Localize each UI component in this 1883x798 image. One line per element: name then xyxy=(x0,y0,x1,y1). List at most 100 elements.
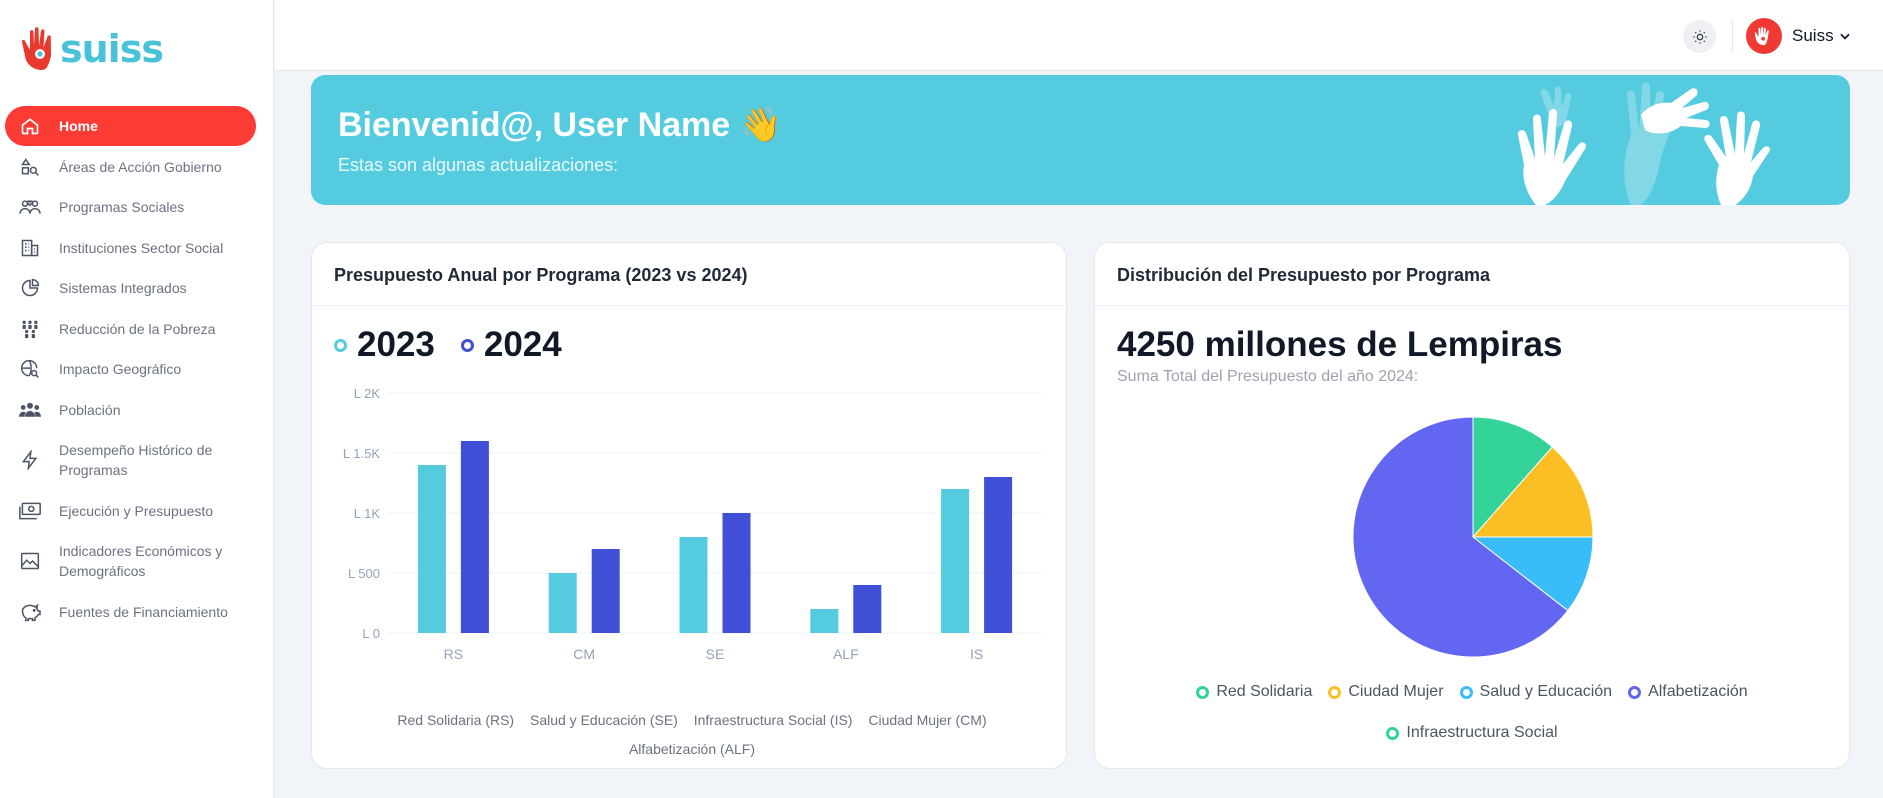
pie-legend-item[interactable]: Alfabetización xyxy=(1628,683,1748,701)
footer-label: Ciudad Mujer (CM) xyxy=(868,712,987,728)
bar-2023-CM xyxy=(548,573,577,633)
theme-toggle-button[interactable] xyxy=(1683,20,1716,53)
legend-label: Infraestructura Social xyxy=(1406,724,1558,741)
legend-dot-2023 xyxy=(334,338,347,352)
globe-search-icon xyxy=(19,358,41,380)
y-tick-label: L 500 xyxy=(348,566,380,581)
user-menu[interactable]: Suiss xyxy=(1746,18,1852,54)
bar-2024-IS xyxy=(984,477,1013,633)
pie-chart-icon xyxy=(19,277,41,299)
legend-label-2023[interactable]: 2023 xyxy=(357,325,435,364)
legend-ring xyxy=(1459,685,1473,699)
sidebar-item-label: Desempeño Histórico de Programas xyxy=(59,442,213,478)
banner-subtitle: Estas son algunas actualizaciones: xyxy=(338,155,619,175)
brand-logo[interactable]: suiss xyxy=(20,26,164,72)
pie-legend: Red Solidaria Ciudad Mujer Salud y Educa… xyxy=(1095,683,1849,701)
sidebar-item-label: Sistemas Integrados xyxy=(59,280,187,296)
bar-2023-ALF xyxy=(810,609,839,633)
sidebar-item-poblacion[interactable]: Población xyxy=(5,390,256,430)
piggy-bank-icon xyxy=(19,601,41,623)
shapes-search-icon xyxy=(19,156,41,178)
y-tick-label: L 0 xyxy=(362,626,380,641)
building-icon xyxy=(19,237,41,259)
landscape-chart-icon xyxy=(19,550,41,572)
pie-slice-salud-y-educación xyxy=(1471,536,1594,612)
footer-label: Salud y Educación (SE) xyxy=(529,712,678,728)
welcome-banner: Bienvenid@, User Name 👋 Estas son alguna… xyxy=(311,75,1850,205)
sidebar-item-label: Indicadores Económicos y Demográficos xyxy=(59,543,223,579)
y-tick-label: L 1.5K xyxy=(343,446,380,461)
bar-2023-IS xyxy=(941,489,970,633)
sidebar-item-label: Áreas de Acción Gobierno xyxy=(59,158,222,175)
sidebar-item-areas[interactable]: Áreas de Acción Gobierno xyxy=(5,147,256,187)
bolt-icon xyxy=(19,449,41,471)
footer-label: Infraestructura Social (IS) xyxy=(693,712,853,728)
hand-avatar-icon xyxy=(1754,26,1769,46)
pie-slice-ciudad-mujer xyxy=(1471,446,1594,538)
x-tick-label: SE xyxy=(706,646,725,662)
bar-footer-labels: Red Solidaria (RS) Salud y Educación (SE… xyxy=(372,706,1012,764)
bar-2024-ALF xyxy=(853,585,882,633)
sidebar-item-label: Fuentes de Financiamiento xyxy=(59,603,228,620)
pie-legend-item[interactable]: Infraestructura Social xyxy=(1386,724,1558,742)
legend-dot-2024 xyxy=(460,338,474,352)
budget-subtitle: Suma Total del Presupuesto del año 2024: xyxy=(1117,368,1419,385)
bar-2024-RS xyxy=(460,441,489,633)
sidebar-item-programas[interactable]: Programas Sociales xyxy=(5,187,256,227)
bar-2023-SE xyxy=(679,537,708,633)
avatar xyxy=(1746,18,1782,54)
legend-label: Salud y Educación xyxy=(1479,683,1613,700)
pie-slice-alfabetización xyxy=(1352,416,1569,658)
group-icon xyxy=(19,399,41,421)
community-icon xyxy=(19,318,41,340)
chevron-down-icon xyxy=(1839,33,1850,40)
pie-legend-item[interactable]: Ciudad Mujer xyxy=(1328,683,1444,701)
sidebar-item-impacto[interactable]: Impacto Geográfico xyxy=(5,349,256,389)
topbar-divider xyxy=(1732,20,1733,52)
sidebar-item-sistemas[interactable]: Sistemas Integrados xyxy=(5,268,256,308)
legend-ring xyxy=(1196,685,1210,699)
footer-label: Alfabetización (ALF) xyxy=(628,741,756,757)
sidebar-item-indicadores[interactable]: Indicadores Económicos y Demográficos xyxy=(5,531,256,591)
sidebar-item-pobreza[interactable]: Reducción de la Pobreza xyxy=(5,309,256,349)
hands-illustration-icon xyxy=(1517,82,1770,205)
legend-label: Alfabetización xyxy=(1648,683,1748,700)
topbar: Suiss xyxy=(275,0,1883,71)
sidebar-item-fuentes[interactable]: Fuentes de Financiamiento xyxy=(5,592,256,632)
home-icon xyxy=(19,115,41,137)
legend-ring xyxy=(1386,726,1400,740)
sidebar-item-label: Población xyxy=(59,401,121,418)
sidebar-item-desempeno[interactable]: Desempeño Histórico de Programas xyxy=(5,430,256,490)
sidebar-item-label: Home xyxy=(59,118,98,134)
sidebar-item-ejecucion[interactable]: Ejecución y Presupuesto xyxy=(5,491,256,531)
people-heart-icon xyxy=(19,196,41,218)
sidebar-item-label: Reducción de la Pobreza xyxy=(59,320,216,337)
pie-legend-row-2: Infraestructura Social xyxy=(1095,724,1849,742)
pie-slice-red-solidaria xyxy=(1472,416,1554,539)
sidebar-item-label: Instituciones Sector Social xyxy=(59,239,224,256)
legend-ring xyxy=(1628,685,1642,699)
legend-label: Red Solidaria xyxy=(1216,683,1313,700)
user-name: Suiss xyxy=(1792,26,1834,45)
pie-legend-item[interactable]: Salud y Educación xyxy=(1459,683,1613,701)
sidebar-nav: Home Áreas de Acción Gobierno Programas … xyxy=(5,106,256,632)
footer-label: Red Solidaria (RS) xyxy=(397,712,515,728)
pie-legend-item[interactable]: Red Solidaria xyxy=(1196,683,1312,701)
bar-legend: 2023 2024 xyxy=(334,325,588,365)
bar-2023-RS xyxy=(417,465,446,633)
bar-2024-SE xyxy=(722,513,751,633)
bar-card-title: Presupuesto Anual por Programa (2023 vs … xyxy=(312,243,1066,306)
bar-chart: L 0 L 500 L 1K L 1.5K L 2K RS CM SE ALF IS xyxy=(343,386,1042,662)
sidebar-item-home[interactable]: Home xyxy=(5,106,256,146)
sidebar-item-label: Impacto Geográfico xyxy=(59,361,182,377)
legend-label-2024[interactable]: 2024 xyxy=(483,325,562,364)
legend-label: Ciudad Mujer xyxy=(1348,683,1444,700)
sidebar-item-instituciones[interactable]: Instituciones Sector Social xyxy=(5,228,256,268)
bar-chart-card: Presupuesto Anual por Programa (2023 vs … xyxy=(311,242,1067,769)
legend-ring xyxy=(1328,685,1342,699)
bar-2024-CM xyxy=(591,549,620,633)
sidebar-item-label: Programas Sociales xyxy=(59,199,185,215)
pie-chart xyxy=(1352,416,1594,658)
x-tick-label: IS xyxy=(970,646,983,662)
x-tick-label: RS xyxy=(444,646,463,662)
